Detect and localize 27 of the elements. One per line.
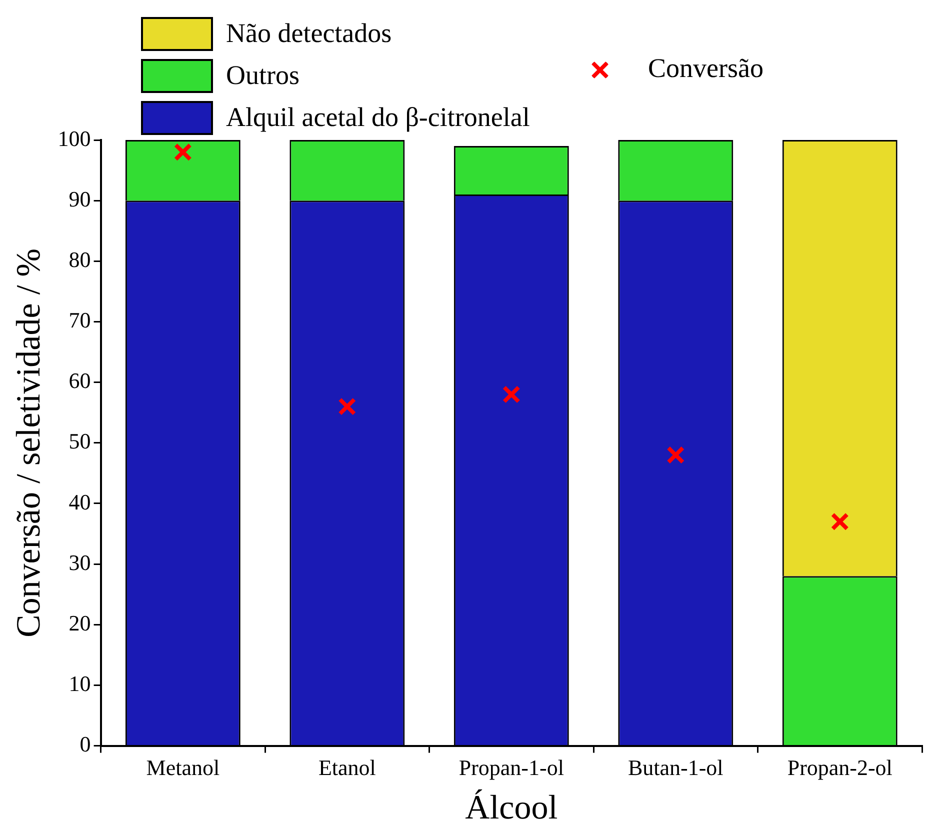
y-tick-label: 10	[68, 671, 91, 696]
y-tick-label: 90	[68, 186, 91, 212]
y-tick-label: 60	[68, 368, 91, 394]
point	[666, 446, 685, 464]
y-tick-label: 100	[58, 126, 91, 151]
legend-label: Alquil acetal do β-citronelal	[226, 102, 530, 132]
x-tick-label: Propan-2-ol	[787, 754, 892, 780]
y-tick-label: 20	[68, 610, 91, 636]
y-tick-label: 30	[68, 550, 91, 575]
legend-label: Outros	[226, 60, 300, 90]
y-axis-title: Conversão / seletividade / %	[10, 248, 48, 638]
y-tick-label: 0	[80, 732, 91, 757]
point	[502, 385, 520, 404]
point	[830, 512, 849, 531]
y-tick-label: 40	[68, 489, 91, 514]
point	[338, 397, 356, 416]
x-axis-title: Álcool	[465, 788, 558, 827]
y-tick-label: 70	[68, 308, 91, 333]
y-tick-label: 80	[68, 246, 91, 272]
y-tick-label: 50	[68, 428, 91, 454]
legend-label: Conversão	[648, 53, 764, 84]
legend-label: Não detectados	[226, 18, 392, 48]
x-tick-label: Butan-1-ol	[628, 754, 724, 780]
point	[174, 143, 192, 162]
x-tick-label: Etanol	[318, 754, 376, 780]
x-tick-label: Propan-1-ol	[458, 754, 564, 780]
x-tick-label: Metanol	[146, 754, 220, 780]
